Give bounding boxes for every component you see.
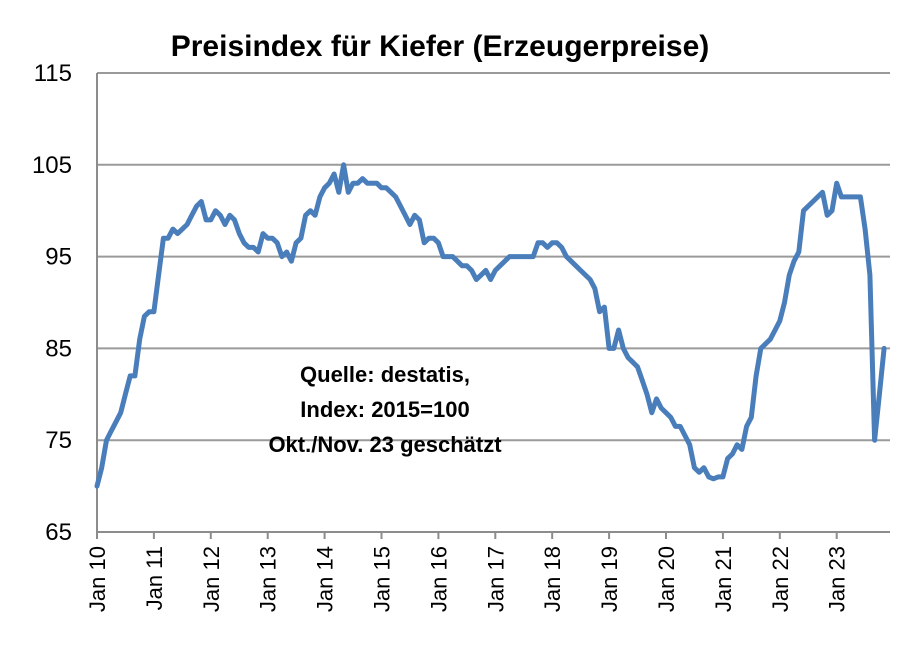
x-tick-label: Jan 11 [142,546,167,610]
x-tick-label: Jan 22 [768,546,793,612]
annotation-line-2: Index: 2015=100 [300,397,469,422]
x-tick-label: Jan 17 [483,546,508,612]
x-tick-label: Jan 20 [654,546,679,612]
x-tick-label: Jan 23 [825,546,850,612]
x-tick-label: Jan 19 [597,546,622,612]
y-tick-labels: 65 75 85 95 105 115 [32,60,72,546]
x-tick-label: Jan 18 [540,546,565,612]
x-tick-label: Jan 13 [256,546,281,612]
annotation-line-3: Okt./Nov. 23 geschätzt [268,432,502,457]
y-tick-label: 65 [45,519,72,546]
x-tick-label: Jan 12 [199,546,224,612]
x-tick-label: Jan 21 [711,546,736,612]
x-tick-label: Jan 10 [85,546,110,612]
y-tick-label: 105 [32,152,72,179]
x-tick-label: Jan 14 [313,546,338,612]
source-annotation: Quelle: destatis, Index: 2015=100 Okt./N… [268,362,502,457]
x-tick-labels: Jan 10 Jan 11 Jan 12 Jan 13 Jan 14 Jan 15 Jan … [85,532,850,612]
y-tick-label: 85 [45,335,72,362]
series-line [94,162,887,489]
annotation-line-1: Quelle: destatis, [300,362,470,387]
gridlines [97,72,890,442]
x-tick-label: Jan 15 [370,546,395,612]
x-tick-label: Jan 16 [426,546,451,612]
y-tick-label: 75 [45,427,72,454]
chart-title: Preisindex für Kiefer (Erzeugerpreise) [171,30,710,63]
y-tick-label: 95 [45,244,72,271]
y-tick-label: 115 [34,60,72,87]
